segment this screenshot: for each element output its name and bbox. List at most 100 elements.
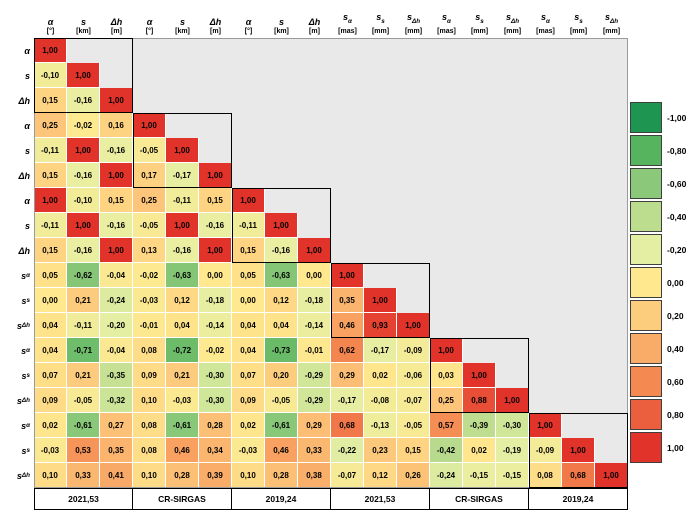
matrix-empty-cell [298,63,331,88]
matrix-empty-cell [595,388,628,413]
matrix-cell: -0,19 [496,438,529,463]
matrix-empty-cell [562,263,595,288]
matrix-empty-cell [463,313,496,338]
column-header-unit: [mm] [569,28,588,35]
matrix-empty-cell [265,38,298,63]
column-header-unit: [mas] [536,28,555,35]
column-header-symbol: sα [541,12,550,25]
matrix-empty-cell [199,138,232,163]
legend-item: -0,40 [630,201,686,232]
row-label: s [24,70,30,81]
column-header-symbol: s [278,17,284,27]
matrix-cell: -0,17 [331,388,364,413]
column-header-symbol: s [179,17,185,27]
matrix-cell: -0,62 [67,263,100,288]
matrix-empty-cell [595,63,628,88]
matrix-cell: -0,16 [67,88,100,113]
matrix-cell: 0,33 [298,438,331,463]
matrix-cell: -0,32 [100,388,133,413]
matrix-cell: -0,01 [133,313,166,338]
matrix-cell: 1,00 [166,213,199,238]
matrix-empty-cell [166,38,199,63]
matrix-cell: 0,15 [199,188,232,213]
matrix-cell: -0,63 [166,263,199,288]
matrix-empty-cell [397,88,430,113]
matrix-cell: 1,00 [463,363,496,388]
matrix-cell: 0,08 [133,338,166,363]
matrix-empty-cell [430,113,463,138]
matrix-empty-cell [529,288,562,313]
matrix-empty-cell [595,413,628,438]
matrix-cell: 0,04 [166,313,199,338]
matrix-cell: -0,39 [463,413,496,438]
matrix-cell: 0,12 [265,288,298,313]
column-header-unit: [km] [76,28,91,35]
matrix-empty-cell [529,163,562,188]
row-label: α [24,45,30,56]
matrix-empty-cell [364,263,397,288]
matrix-empty-cell [331,38,364,63]
matrix-cell: -0,09 [397,338,430,363]
column-header-unit: [mm] [404,28,423,35]
legend-item: -0,20 [630,234,686,265]
column-header: sα [mas] [430,4,463,38]
matrix-cell: -0,61 [265,413,298,438]
legend-item: 0,40 [630,333,686,364]
matrix-empty-cell [397,238,430,263]
matrix-cell: 0,07 [34,363,67,388]
matrix-cell: 0,12 [364,463,397,488]
matrix-empty-cell [529,63,562,88]
matrix-cell: 0,05 [232,263,265,288]
matrix-empty-cell [430,213,463,238]
matrix-cell: -0,14 [298,313,331,338]
matrix-cell: -0,06 [397,363,430,388]
legend-item: -1,00 [630,102,686,133]
matrix-cell: 1,00 [298,238,331,263]
legend-item: 0,00 [630,267,686,298]
matrix-empty-cell [595,113,628,138]
column-header-unit: [mas] [437,28,456,35]
matrix-cell: 0,46 [265,438,298,463]
matrix-empty-cell [397,138,430,163]
column-header: ss [mm] [463,4,496,38]
matrix-empty-cell [331,138,364,163]
matrix-cell: 0,08 [529,463,562,488]
column-header-symbol: α [47,17,54,27]
column-header: Δh [m] [100,4,133,38]
matrix-cell: -0,11 [67,313,100,338]
matrix-cell: -0,03 [34,438,67,463]
legend-color-swatch [630,102,662,133]
matrix-cell: -0,24 [430,463,463,488]
footer-spacer [6,488,34,510]
column-header-symbol: sΔh [406,12,421,25]
row-label: s [24,220,30,231]
matrix-empty-cell [133,63,166,88]
matrix-empty-cell [430,138,463,163]
matrix-cell: 0,23 [364,438,397,463]
matrix-cell: 0,04 [232,313,265,338]
matrix-empty-cell [232,138,265,163]
matrix-cell: 0,93 [364,313,397,338]
matrix-empty-cell [595,38,628,63]
matrix-cell: -0,61 [166,413,199,438]
matrix-empty-cell [562,363,595,388]
matrix-empty-cell [397,163,430,188]
matrix-cell: 0,29 [331,363,364,388]
matrix-cell: 0,25 [133,188,166,213]
matrix-empty-cell [562,338,595,363]
legend-value-label: 1,00 [667,442,684,453]
matrix-cell: 0,10 [133,388,166,413]
matrix-cell: 1,00 [562,438,595,463]
matrix-cell: 0,41 [100,463,133,488]
matrix-cell: 0,17 [133,163,166,188]
legend-value-label: -0,20 [667,244,687,255]
legend-item: 1,00 [630,432,686,463]
matrix-empty-cell [397,63,430,88]
footer-group-label: 2019,24 [529,488,628,510]
column-header: sΔh [mm] [496,4,529,38]
matrix-empty-cell [562,188,595,213]
matrix-cell: -0,05 [67,388,100,413]
column-header: ss [mm] [364,4,397,38]
